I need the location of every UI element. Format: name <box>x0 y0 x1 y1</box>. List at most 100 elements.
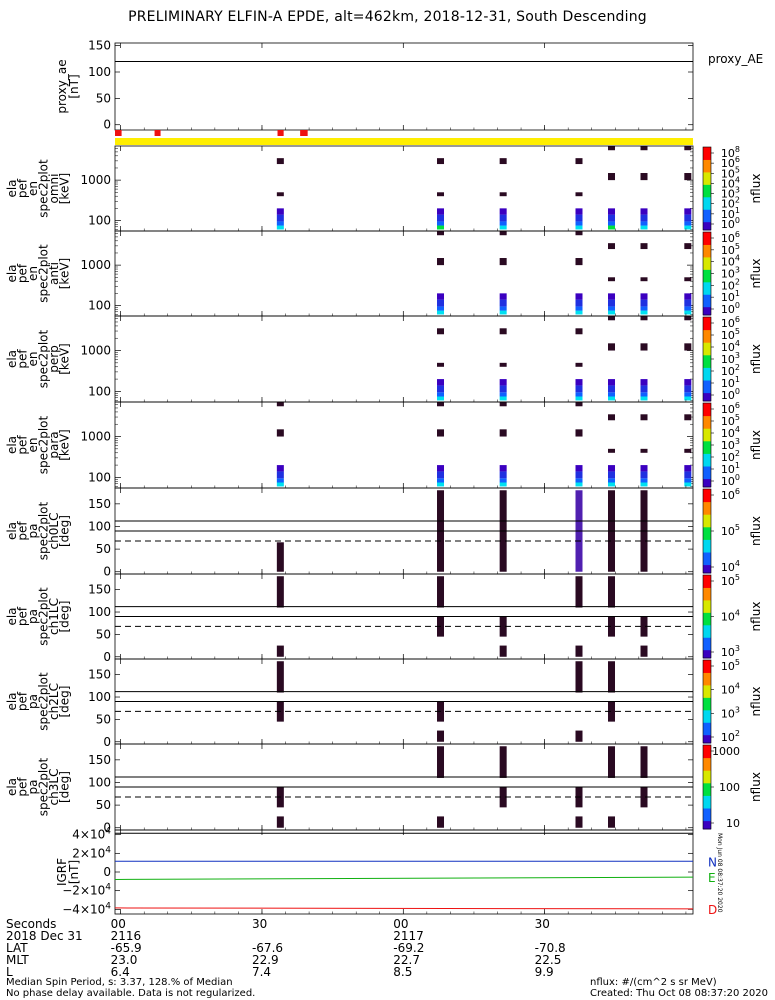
colorbar-segment <box>703 319 711 322</box>
spectrogram-cell <box>575 385 583 393</box>
ylabel-line: ela <box>5 264 19 282</box>
colorbar-segment <box>703 445 711 448</box>
colorbar-segment <box>703 261 711 264</box>
spectrogram-cell <box>608 343 616 351</box>
spectrogram-cell <box>608 465 616 472</box>
colorbar-segment <box>703 801 711 805</box>
colorbar-segment <box>703 238 711 241</box>
colorbar-segment <box>703 252 711 256</box>
ephemeris-value: 6.4 <box>110 965 130 979</box>
colorbar-segment <box>703 161 711 165</box>
colorbar-segment <box>703 192 711 196</box>
colorbar-tick-label: 102 <box>721 277 740 292</box>
colorbar-segment <box>703 822 711 826</box>
spectrogram-cell <box>437 225 445 230</box>
colorbar-segment <box>703 333 711 337</box>
spectrogram-cell <box>640 173 648 181</box>
colorbar-segment <box>703 770 711 773</box>
colorbar-segment <box>703 211 711 214</box>
ylabel-line: pef <box>16 178 30 198</box>
colorbar-segment <box>703 352 711 356</box>
colorbar-segment <box>703 338 711 341</box>
spectrogram-cell <box>684 299 692 307</box>
colorbar-segment <box>703 371 711 375</box>
spectrogram-cell <box>608 379 616 386</box>
spectrogram-cell <box>684 379 692 386</box>
colorbar-segment <box>703 575 711 578</box>
spectrogram-cell <box>575 299 583 307</box>
ylabel-line: spec2plot <box>37 672 51 731</box>
spectrogram-cell <box>640 225 648 230</box>
pitch-angle-cell <box>640 787 648 808</box>
colorbar-segment <box>703 691 711 694</box>
colorbar-tick-label: 102 <box>721 196 740 211</box>
spectrogram-cell <box>499 231 507 236</box>
footer-right: nflux: #/(cm^2 s sr MeV) Created: Thu Oc… <box>590 977 768 999</box>
spectrogram-cell <box>684 146 692 151</box>
ytick-label: 50 <box>96 627 111 641</box>
colorbar-label: nflux <box>749 516 763 546</box>
ytick-label: 100 <box>88 65 111 79</box>
colorbar-frame <box>702 659 712 744</box>
colorbar-segment <box>703 396 711 400</box>
spectrogram-cell <box>640 482 648 487</box>
colorbar-segment <box>703 350 711 354</box>
colorbar-segment <box>703 205 711 208</box>
ephemeris-value: 23.0 <box>110 953 138 967</box>
spectrogram-cell <box>640 316 648 321</box>
igrf-series-line <box>114 907 694 910</box>
colorbar-segment <box>703 407 711 410</box>
colorbar-segment <box>703 641 711 644</box>
colorbar-segment <box>703 275 711 279</box>
ylabel-line: [deg] <box>58 771 72 803</box>
spectrogram-cell <box>684 478 692 483</box>
colorbar-segment <box>703 703 711 707</box>
spectrogram-cells <box>437 231 692 315</box>
ylabel-line: para <box>47 431 61 458</box>
colorbar-segment <box>703 184 711 187</box>
colorbar-segment <box>703 601 711 605</box>
colorbar-segment <box>703 153 711 156</box>
ytick-label: 100 <box>88 384 111 398</box>
ephemeris-value: -67.6 <box>251 941 284 955</box>
ephemeris-value: 8.5 <box>393 965 413 979</box>
pitch-angle-cell <box>276 661 284 693</box>
spectrogram-cell <box>575 328 583 335</box>
colorbar-tick-label: 104 <box>721 559 740 574</box>
spectrogram-cell <box>608 221 616 226</box>
colorbar-label: nflux <box>749 259 763 289</box>
colorbar-segment <box>703 163 711 167</box>
colorbar-segment <box>703 476 711 480</box>
colorbar-segment <box>703 411 711 414</box>
ephemeris-value: 00 <box>393 917 409 931</box>
colorbar-segment <box>703 589 711 593</box>
spectrogram-cell <box>575 258 583 266</box>
colorbar-tick-label: 104 <box>721 254 740 269</box>
colorbar-segment <box>703 645 711 649</box>
spectrogram-cell <box>499 310 507 315</box>
colorbar-segment <box>703 616 711 620</box>
colorbar-segment <box>703 655 711 659</box>
colorbar-segment <box>703 686 711 690</box>
spectrogram-cell <box>575 392 583 397</box>
ylabel-line: omni <box>47 174 61 204</box>
ylabel-line: en <box>26 438 40 453</box>
spectrogram-cell <box>684 316 692 321</box>
colorbar-segment <box>703 503 711 507</box>
spectrogram-cell <box>499 482 507 487</box>
colorbar-segment <box>703 732 711 736</box>
colorbar-segment <box>703 666 711 669</box>
energy-panel-frame <box>114 401 694 489</box>
pitch-angle-cell <box>575 816 583 828</box>
pitch-angle-cell <box>608 746 616 778</box>
pitch-angle-cell <box>276 645 284 657</box>
ylabel-line: [deg] <box>58 601 72 633</box>
colorbar-segment <box>703 459 711 463</box>
spectrogram-cell <box>499 471 507 479</box>
colorbar-segment <box>703 382 711 385</box>
colorbar-label: nflux <box>749 772 763 802</box>
colorbar-segment <box>703 763 711 767</box>
ephemeris-value: 2117 <box>393 929 424 943</box>
spectrogram-cell <box>684 414 692 421</box>
